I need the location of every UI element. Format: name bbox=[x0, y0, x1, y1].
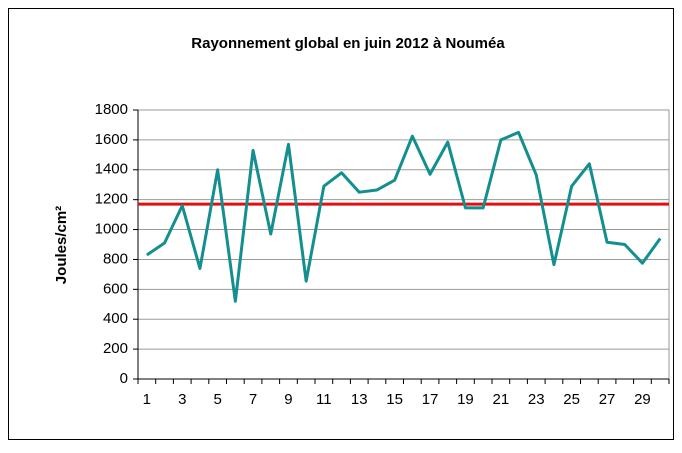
y-tick-label: 800 bbox=[103, 250, 128, 267]
y-tick-label: 200 bbox=[103, 340, 128, 357]
y-tick-label: 1600 bbox=[95, 131, 128, 148]
x-tick-label: 5 bbox=[213, 391, 221, 408]
x-tick-label: 29 bbox=[634, 391, 651, 408]
chart-title: Rayonnement global en juin 2012 à Nouméa bbox=[191, 35, 505, 52]
x-tick-label: 11 bbox=[316, 391, 332, 408]
x-tick-label: 9 bbox=[284, 391, 292, 408]
x-tick-label: 7 bbox=[249, 391, 257, 408]
data-line bbox=[146, 130, 662, 303]
x-tick-label: 23 bbox=[528, 391, 545, 408]
x-tick-label: 17 bbox=[422, 391, 439, 408]
y-tick-label: 1000 bbox=[95, 221, 128, 238]
x-tick-label: 13 bbox=[351, 391, 368, 408]
x-tick-label: 1 bbox=[143, 391, 151, 408]
plot-area bbox=[137, 109, 670, 380]
y-tick-label: 600 bbox=[103, 280, 128, 297]
x-tick-label: 27 bbox=[599, 391, 616, 408]
x-tick-label: 25 bbox=[563, 391, 580, 408]
y-tick-label: 1800 bbox=[95, 101, 128, 118]
x-tick-label: 15 bbox=[386, 391, 403, 408]
x-tick-label: 21 bbox=[493, 391, 510, 408]
x-tick-label: 3 bbox=[178, 391, 186, 408]
y-tick-label: 1200 bbox=[95, 191, 128, 208]
y-axis-label: Joules/cm² bbox=[53, 206, 70, 284]
y-tick-label: 400 bbox=[103, 310, 128, 327]
y-tick-label: 0 bbox=[120, 370, 128, 387]
y-tick-label: 1400 bbox=[95, 161, 128, 178]
x-tick-label: 19 bbox=[457, 391, 474, 408]
